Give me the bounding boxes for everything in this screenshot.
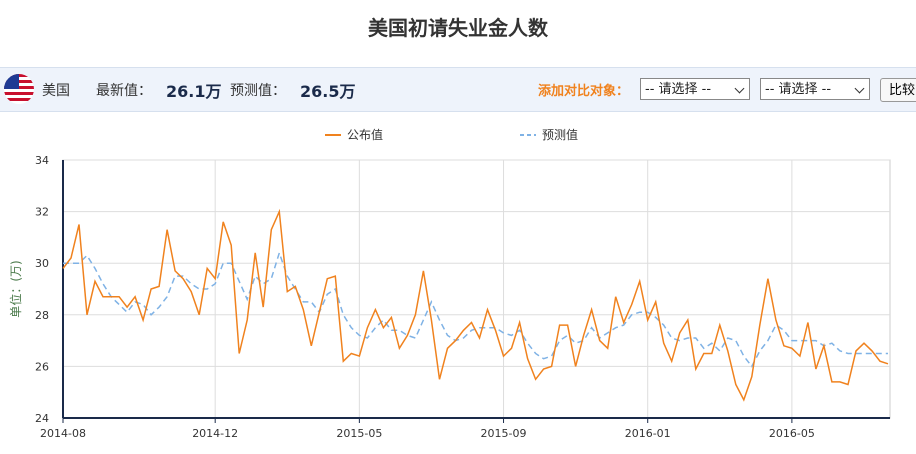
select[interactable]: -- 请选择 -- (760, 78, 870, 100)
x-tick-label: 2016-05 (769, 427, 815, 440)
y-tick-label: 34 (35, 154, 49, 167)
forecast-value: 26.5万 (300, 82, 356, 101)
y-tick-label: 32 (35, 206, 49, 219)
compare-button[interactable]: 比较 (880, 78, 916, 102)
chart: 24 26 28 30 32 34 2014-08 2014-12 2015-05 2015-09… (8, 127, 891, 440)
y-tick-label: 24 (35, 412, 49, 425)
legend-label: 预测值 (542, 127, 578, 142)
toolbar: 美国 最新值： 26.1万 预测值： 26.5万 添加对比对象： -- 请选择 … (0, 67, 916, 112)
forecast-label: 预测值： (230, 83, 286, 99)
select[interactable]: -- 请选择 -- (640, 78, 750, 100)
x-tick-label: 2016-01 (625, 427, 671, 440)
y-tick-label: 26 (35, 360, 49, 373)
series-line (63, 250, 888, 368)
y-tick-label: 30 (35, 257, 49, 270)
country: 美国 (42, 83, 70, 99)
x-tick-label: 2015-09 (481, 427, 527, 440)
legend-label: 公布值 (347, 127, 383, 142)
page-title: 美国初请失业金人数 (368, 16, 548, 40)
compare-label: 添加对比对象： (538, 84, 630, 99)
y-tick-label: 28 (35, 309, 49, 322)
x-tick-label: 2014-08 (40, 427, 86, 440)
x-tick-label: 2015-05 (336, 427, 382, 440)
latest-value: 26.1万 (166, 82, 222, 101)
x-tick-label: 2014-12 (192, 427, 238, 440)
series-line (62, 208, 889, 402)
flag (4, 74, 34, 104)
y-axis-label: 单位：(万) (8, 260, 23, 317)
latest-label: 最新值： (96, 83, 152, 99)
